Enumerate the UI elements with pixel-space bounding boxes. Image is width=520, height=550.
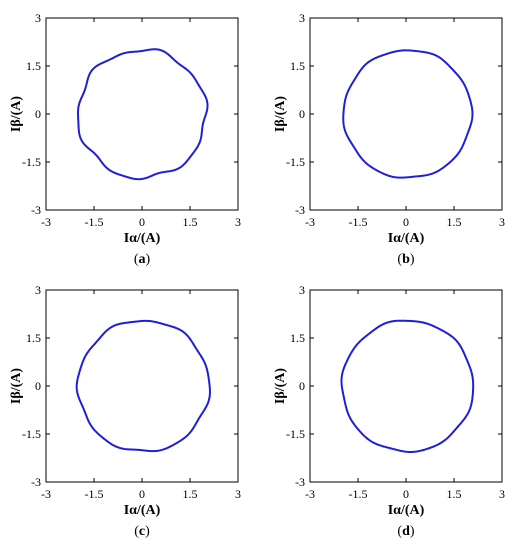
y-tick-label: -3: [31, 475, 41, 489]
current-trajectory-line: [342, 49, 474, 179]
x-tick-label: 0: [403, 487, 409, 501]
y-tick-label: 1.5: [26, 331, 41, 345]
panel-label: (c): [134, 524, 150, 539]
y-axis-label: Iβ/(A): [9, 368, 24, 404]
y-tick-label: 3: [35, 283, 41, 297]
y-axis-label: Iβ/(A): [9, 96, 24, 132]
y-tick-label: 1.5: [26, 59, 41, 73]
y-tick-label: -1.5: [286, 155, 305, 169]
current-trajectory-line: [76, 48, 209, 181]
y-tick-label: -1.5: [286, 427, 305, 441]
x-tick-label: -3: [305, 487, 315, 501]
y-tick-label: 0: [299, 107, 305, 121]
x-axis-label: Iα/(A): [124, 503, 161, 518]
y-axis-label: Iβ/(A): [273, 96, 288, 132]
y-tick-label: 3: [299, 11, 305, 25]
y-tick-label: -1.5: [22, 155, 41, 169]
y-tick-label: -3: [31, 203, 41, 217]
y-tick-label: 0: [299, 379, 305, 393]
x-tick-label: 0: [403, 215, 409, 229]
x-tick-label: -3: [305, 215, 315, 229]
panel-b: -3 -1.5 0 1.5 3 -3 -1.5 0 1.5 3 Iα/(A) Iβ/(A) (b): [273, 11, 505, 267]
y-tick-label: 1.5: [290, 59, 305, 73]
plot-frame: [45, 17, 239, 211]
panel-a: -3 -1.5 0 1.5 3 -3 -1.5 0 1.5 3 Iα/(A) Iβ/(A) (a): [9, 11, 241, 267]
x-tick-label: 1.5: [447, 215, 462, 229]
y-tick-label: 3: [299, 283, 305, 297]
x-tick-label: 1.5: [447, 487, 462, 501]
x-tick-label: -1.5: [349, 215, 368, 229]
y-tick-label: 1.5: [290, 331, 305, 345]
y-tick-label: -3: [295, 475, 305, 489]
x-tick-label: 1.5: [183, 215, 198, 229]
x-axis-label: Iα/(A): [124, 231, 161, 246]
x-tick-label: -1.5: [349, 487, 368, 501]
panel-d: -3 -1.5 0 1.5 3 -3 -1.5 0 1.5 3 Iα/(A) Iβ/(A) (d): [273, 283, 505, 539]
x-tick-label: 0: [139, 215, 145, 229]
panel-label: (a): [134, 252, 151, 267]
y-tick-label: 0: [35, 379, 41, 393]
y-tick-label: -3: [295, 203, 305, 217]
x-tick-label: -1.5: [85, 215, 104, 229]
x-tick-label: 0: [139, 487, 145, 501]
y-axis-label: Iβ/(A): [273, 368, 288, 404]
y-tick-label: -1.5: [22, 427, 41, 441]
panel-label: (b): [397, 252, 414, 267]
x-tick-label: 3: [499, 215, 505, 229]
x-tick-label: -3: [41, 487, 51, 501]
y-tick-label: 3: [35, 11, 41, 25]
x-tick-label: 3: [235, 215, 241, 229]
current-trajectory-line: [75, 319, 211, 453]
x-tick-label: 3: [499, 487, 505, 501]
x-tick-label: 3: [235, 487, 241, 501]
x-tick-label: -1.5: [85, 487, 104, 501]
x-tick-label: -3: [41, 215, 51, 229]
x-tick-label: 1.5: [183, 487, 198, 501]
panel-label: (d): [397, 524, 414, 539]
panel-c: -3 -1.5 0 1.5 3 -3 -1.5 0 1.5 3 Iα/(A) Iβ/(A) (c): [9, 283, 241, 539]
y-tick-label: 0: [35, 107, 41, 121]
x-axis-label: Iα/(A): [388, 503, 425, 518]
current-trajectory-line: [340, 319, 475, 453]
x-axis-label: Iα/(A): [388, 231, 425, 246]
